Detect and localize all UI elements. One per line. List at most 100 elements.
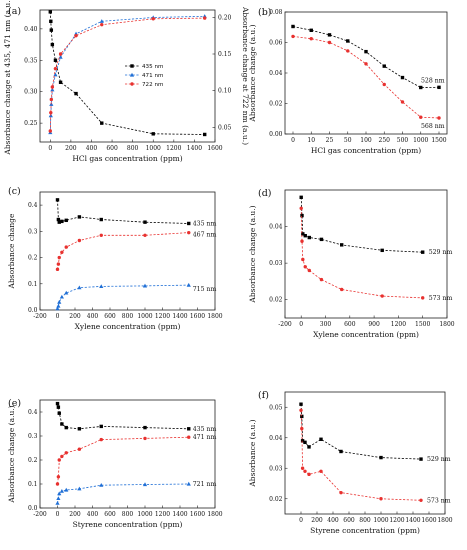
data-point [187, 435, 191, 439]
x-tick-label: 800 [122, 313, 134, 320]
data-point [100, 22, 104, 27]
plot-frame [39, 9, 216, 143]
data-point [50, 42, 55, 47]
y-tick-label: 0.04 [269, 435, 283, 442]
x-axis-label: Styrene concentration (ppm) [73, 520, 183, 529]
data-point [50, 87, 55, 92]
data-point [143, 220, 147, 224]
x-tick-label: 800 [127, 145, 139, 152]
series-line [57, 436, 189, 485]
data-point [57, 299, 62, 304]
data-point [300, 466, 305, 470]
x-tick-label: 1600 [421, 517, 436, 524]
data-point [77, 285, 82, 290]
x-axis-label: HCl gas concentration (ppm) [72, 154, 182, 163]
x-tick-label: 1800 [207, 511, 222, 518]
x-tick-label: 100 [360, 137, 372, 144]
panel-b-chart: (b) 0 10 25 50 100 250 500 1000 1500 0.00 0.02 0.04 0… [248, 7, 448, 155]
series-annotation: 573 nm [427, 497, 451, 504]
data-point [291, 34, 295, 39]
x-tick-label: -200 [278, 321, 292, 328]
data-point [55, 198, 60, 202]
series-line [49, 11, 205, 135]
data-point [400, 75, 405, 80]
x-tick-label: 1800 [437, 517, 452, 524]
data-point [379, 497, 383, 501]
data-point [203, 16, 207, 20]
y-tick-label: 0.02 [269, 297, 283, 304]
data-point [379, 455, 383, 460]
data-point [319, 469, 323, 473]
data-point [58, 80, 63, 84]
panel-label: (f) [258, 390, 269, 401]
x-axis-label: Styrene concentration (ppm) [310, 526, 420, 535]
data-point [319, 277, 324, 282]
data-point [56, 217, 61, 222]
y-tick-label: 0.02 [269, 496, 283, 503]
data-point [421, 250, 425, 254]
x-tick-label: -200 [33, 511, 47, 518]
series-line [49, 15, 205, 133]
series-line [300, 410, 422, 501]
data-point [419, 115, 423, 119]
x-tick-label: 1800 [207, 313, 222, 320]
series-annotation: 573 nm [429, 295, 453, 302]
data-point [143, 233, 147, 237]
data-point [419, 498, 423, 502]
data-point [99, 437, 103, 442]
data-point [419, 85, 423, 90]
data-point [57, 220, 61, 224]
legend-marker [130, 82, 134, 86]
y-tick-label: 0.05 [269, 404, 283, 411]
x-tick-label: 25 [326, 137, 334, 144]
x-axis-label: Xylene concentration (ppm) [75, 322, 181, 331]
y-axis-label: Absorbance change (a.u.) [7, 405, 16, 503]
x-tick-label: 1600 [190, 313, 205, 320]
data-point [346, 39, 350, 43]
data-point [49, 110, 53, 115]
legend-marker [130, 64, 134, 68]
x-tick-label: 600 [343, 517, 355, 524]
data-point [382, 82, 386, 87]
data-point [400, 100, 405, 104]
data-point [340, 287, 344, 292]
data-point [303, 265, 307, 269]
data-point [299, 195, 303, 200]
series-line [300, 197, 423, 253]
data-point [186, 481, 191, 486]
series-annotation: 529 nm [429, 249, 453, 256]
y-tick-label: 0.0 [28, 307, 38, 314]
series-annotation: 529 nm [427, 456, 451, 463]
data-point [327, 40, 332, 45]
data-point [77, 238, 82, 243]
y-tick-label: 0.03 [269, 260, 283, 267]
series-line [292, 36, 440, 119]
data-point [187, 427, 191, 431]
y-axis-label: Absorbance change (a.u.) [248, 24, 257, 122]
y-tick-label: 0.06 [269, 40, 283, 47]
data-point [380, 248, 384, 253]
data-point [64, 245, 68, 249]
x-tick-label: 1200 [389, 517, 404, 524]
x-tick-label: 1200 [391, 321, 406, 328]
x-tick-label: 400 [327, 517, 339, 524]
data-point [299, 402, 303, 406]
x-tick-label: 400 [87, 511, 99, 518]
data-point [55, 306, 60, 311]
data-point [56, 496, 61, 500]
y-axis-label: Absorbance change (a.u.) [248, 205, 257, 303]
series-annotation: 528 nm [421, 77, 445, 84]
panel-d-chart: (d) -200 0 300 600 900 1200 1500 1800 0.02 0.03 0.0… [248, 188, 455, 339]
data-point [55, 501, 60, 505]
data-point [307, 268, 311, 273]
data-point [301, 257, 305, 262]
panel-label: (b) [258, 7, 272, 18]
x-tick-label: 1600 [190, 511, 205, 518]
series-annotation: 435 nm [193, 220, 217, 227]
series-line [49, 17, 205, 132]
y-tick-label: 0.30 [24, 89, 38, 96]
data-point [64, 218, 68, 223]
data-point [319, 437, 323, 441]
data-point [99, 217, 103, 222]
series-annotation: 467 nm [193, 232, 217, 239]
